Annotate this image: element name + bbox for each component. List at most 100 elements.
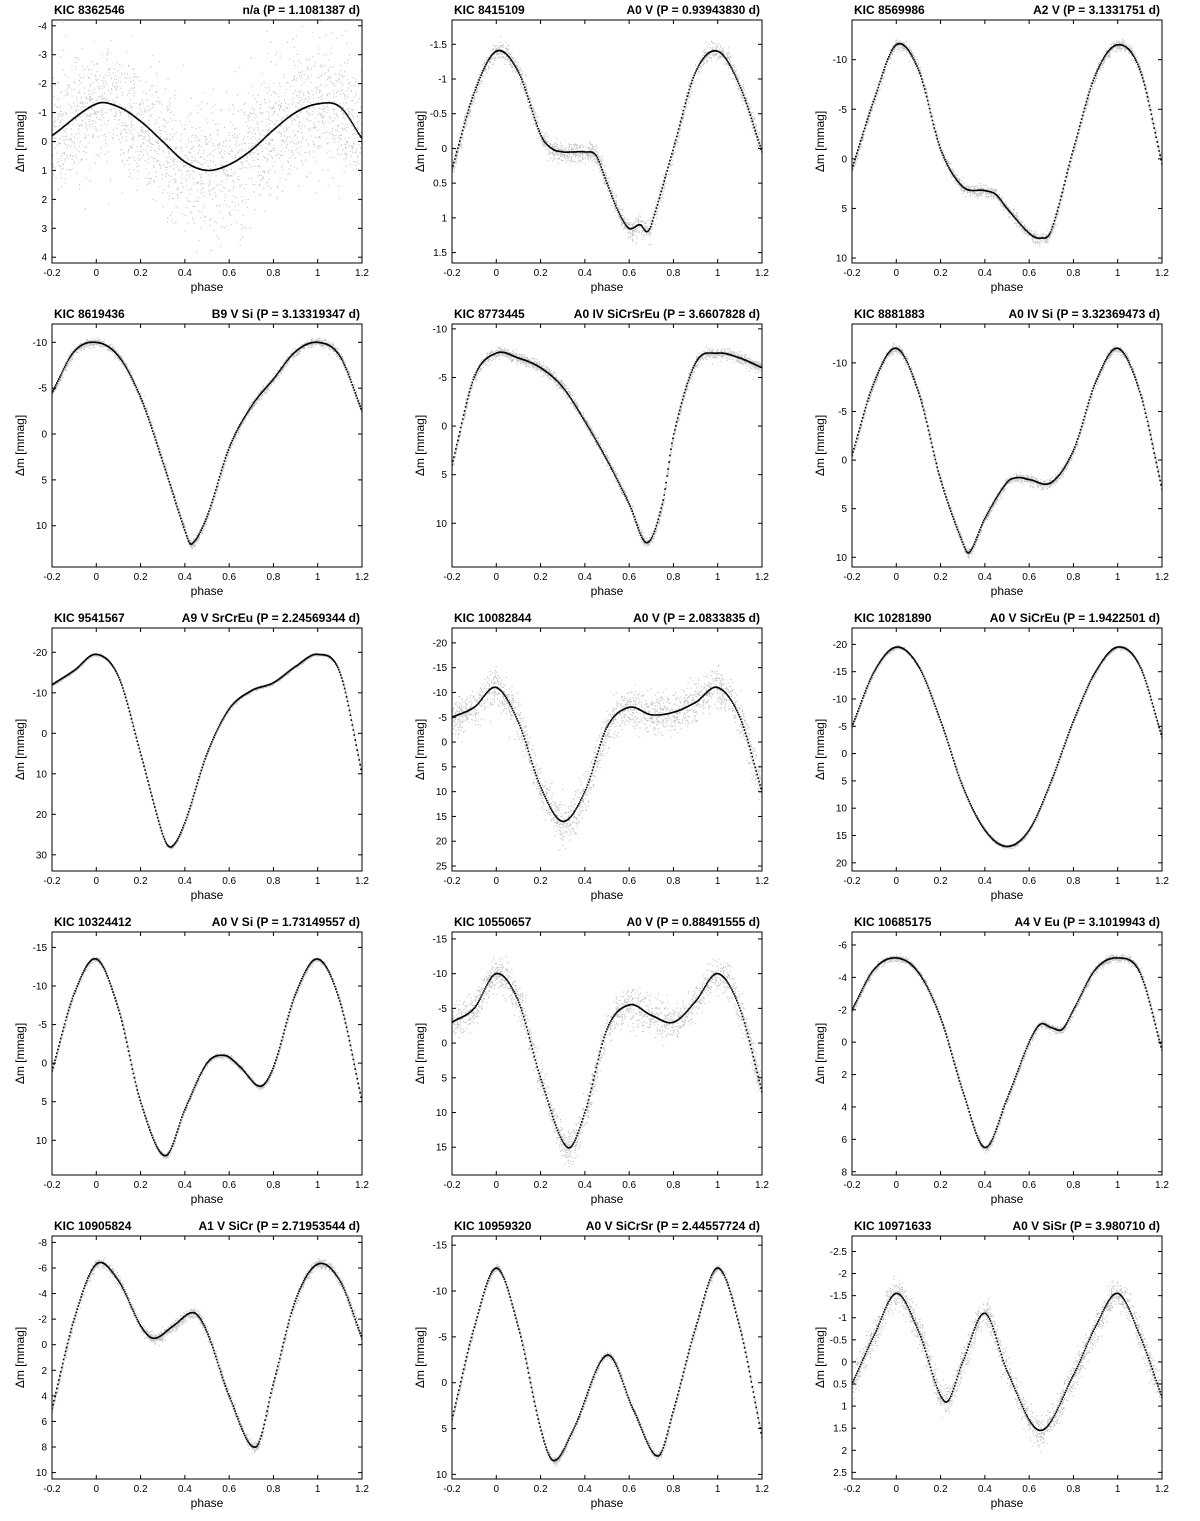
x-tick-label: 0 xyxy=(94,1180,100,1191)
x-tick-label: -0.2 xyxy=(43,1180,61,1191)
x-tick-label: 1.2 xyxy=(1155,876,1169,887)
x-tick-label: 0.6 xyxy=(622,1484,636,1495)
x-tick-label: 1 xyxy=(1115,876,1121,887)
chart-panel: KIC 8415109 A0 V (P = 0.93943830 d) -0.2 0 0… xyxy=(400,0,800,304)
x-tick-label: 0.2 xyxy=(934,572,948,583)
y-tick-label: -1 xyxy=(438,75,447,86)
chart-title-right: B9 V Si (P = 3.13319347 d) xyxy=(212,307,360,321)
x-tick-label: 0 xyxy=(94,876,100,887)
axes-box xyxy=(51,931,363,1176)
y-tick-label: -15 xyxy=(433,1241,448,1252)
x-tick-label: 0.2 xyxy=(534,1484,548,1495)
y-tick-label: -10 xyxy=(833,694,848,705)
x-tick-label: 0.8 xyxy=(666,268,680,279)
x-tick-label: 0.4 xyxy=(578,1180,592,1191)
x-tick-label: 0 xyxy=(894,876,900,887)
x-axis-label: phase xyxy=(191,1496,224,1510)
x-tick-label: 1.2 xyxy=(355,1484,369,1495)
mean-curve xyxy=(852,957,1162,1149)
y-tick-label: -1.5 xyxy=(830,1291,848,1302)
scatter-points xyxy=(452,956,762,1167)
chart-panel: KIC 8773445 A0 IV SiCrSrEu (P = 3.6607828… xyxy=(400,304,800,608)
x-axis-label: phase xyxy=(191,584,224,598)
light-curve-chart: KIC 8619436 B9 V Si (P = 3.13319347 d) -0.… xyxy=(13,307,369,598)
chart-title-right: A0 IV SiCrSrEu (P = 3.6607828 d) xyxy=(574,307,760,321)
plot-area xyxy=(52,955,362,1160)
y-tick-label: 4 xyxy=(41,1391,47,1402)
scatter-points xyxy=(452,36,762,246)
x-tick-label: 0.8 xyxy=(1066,1484,1080,1495)
y-tick-label: 10 xyxy=(836,804,848,815)
chart-title-left: KIC 10082844 xyxy=(454,611,532,625)
plot-area xyxy=(52,337,362,549)
y-tick-label: -2 xyxy=(838,1005,847,1016)
chart-panel: KIC 10082844 A0 V (P = 2.0833835 d) -0.2 0 0… xyxy=(400,608,800,912)
chart-title-right: A0 V SiCrEu (P = 1.9422501 d) xyxy=(990,611,1160,625)
y-tick-label: -0.5 xyxy=(830,1335,848,1346)
x-tick-label: 0 xyxy=(94,1484,100,1495)
axes-box xyxy=(851,19,1163,264)
chart-title-right: A9 V SrCrEu (P = 2.24569344 d) xyxy=(182,611,360,625)
y-tick-label: 3 xyxy=(41,224,47,235)
y-tick-label: -6 xyxy=(38,1263,47,1274)
light-curve-chart: KIC 10959320 A0 V SiCrSr (P = 2.44557724 … xyxy=(413,1219,769,1510)
x-tick-label: 0.4 xyxy=(978,876,992,887)
x-tick-label: 1.2 xyxy=(755,572,769,583)
y-tick-label: 6 xyxy=(841,1135,847,1146)
scatter-points xyxy=(452,664,762,851)
x-tick-label: 0.2 xyxy=(534,572,548,583)
x-tick-label: 0.6 xyxy=(1022,1180,1036,1191)
x-tick-label: -0.2 xyxy=(43,876,61,887)
x-tick-label: 0 xyxy=(494,1484,500,1495)
chart-title-left: KIC 8773445 xyxy=(454,307,525,321)
y-tick-label: -5 xyxy=(438,1004,447,1015)
y-tick-label: 15 xyxy=(836,831,848,842)
x-tick-label: 0 xyxy=(94,268,100,279)
chart-panel: KIC 10324412 A0 V Si (P = 1.73149557 d) -0… xyxy=(0,912,400,1216)
y-axis-label: Δm [mmag] xyxy=(13,719,27,780)
chart-title-left: KIC 8415109 xyxy=(454,3,525,17)
chart-title-left: KIC 10281890 xyxy=(854,611,932,625)
mean-curve xyxy=(852,646,1162,848)
y-tick-label: 5 xyxy=(441,762,447,773)
x-tick-label: 0.2 xyxy=(534,268,548,279)
y-tick-label: 10 xyxy=(36,521,48,532)
chart-panel: KIC 10905824 A1 V SiCr (P = 2.71953544 d)… xyxy=(0,1216,400,1520)
x-tick-label: 0.6 xyxy=(1022,268,1036,279)
light-curve-chart: KIC 8362546 n/a (P = 1.1081387 d) -0.2 0 0.2… xyxy=(13,3,369,294)
light-curve-chart: KIC 10685175 A4 V Eu (P = 3.1019943 d) -0.… xyxy=(813,915,1169,1206)
plot-area xyxy=(852,343,1162,559)
scatter-points xyxy=(52,20,362,253)
mean-curve xyxy=(52,958,362,1157)
x-tick-label: 1.2 xyxy=(755,1484,769,1495)
scatter-points xyxy=(452,346,762,547)
y-tick-label: 10 xyxy=(436,1108,448,1119)
y-tick-label: 0 xyxy=(841,1038,847,1049)
y-tick-label: -5 xyxy=(38,384,47,395)
y-tick-label: 1 xyxy=(41,166,47,177)
plot-area xyxy=(452,36,762,246)
y-tick-label: 20 xyxy=(436,837,448,848)
chart-title-right: A0 V Si (P = 1.73149557 d) xyxy=(212,915,360,929)
y-tick-label: 10 xyxy=(836,254,848,265)
chart-title-left: KIC 8619436 xyxy=(54,307,125,321)
x-axis-label: phase xyxy=(191,888,224,902)
y-tick-label: 0 xyxy=(41,430,47,441)
x-tick-label: 0.4 xyxy=(578,572,592,583)
y-tick-label: -20 xyxy=(433,638,448,649)
y-tick-label: -10 xyxy=(833,358,848,369)
x-tick-label: 0.2 xyxy=(534,1180,548,1191)
y-axis-label: Δm [mmag] xyxy=(813,111,827,172)
axes-box xyxy=(451,627,763,872)
y-tick-label: -5 xyxy=(838,722,847,733)
y-tick-label: 0 xyxy=(441,1378,447,1389)
x-tick-label: 1.2 xyxy=(355,572,369,583)
y-tick-label: -10 xyxy=(433,1287,448,1298)
scatter-points xyxy=(852,343,1162,559)
mean-curve xyxy=(452,49,762,233)
chart-title-left: KIC 10971633 xyxy=(854,1219,932,1233)
y-tick-label: 1.5 xyxy=(433,248,447,259)
x-tick-label: 0.8 xyxy=(666,1484,680,1495)
y-tick-label: -8 xyxy=(38,1238,47,1249)
y-tick-label: 8 xyxy=(841,1167,847,1178)
